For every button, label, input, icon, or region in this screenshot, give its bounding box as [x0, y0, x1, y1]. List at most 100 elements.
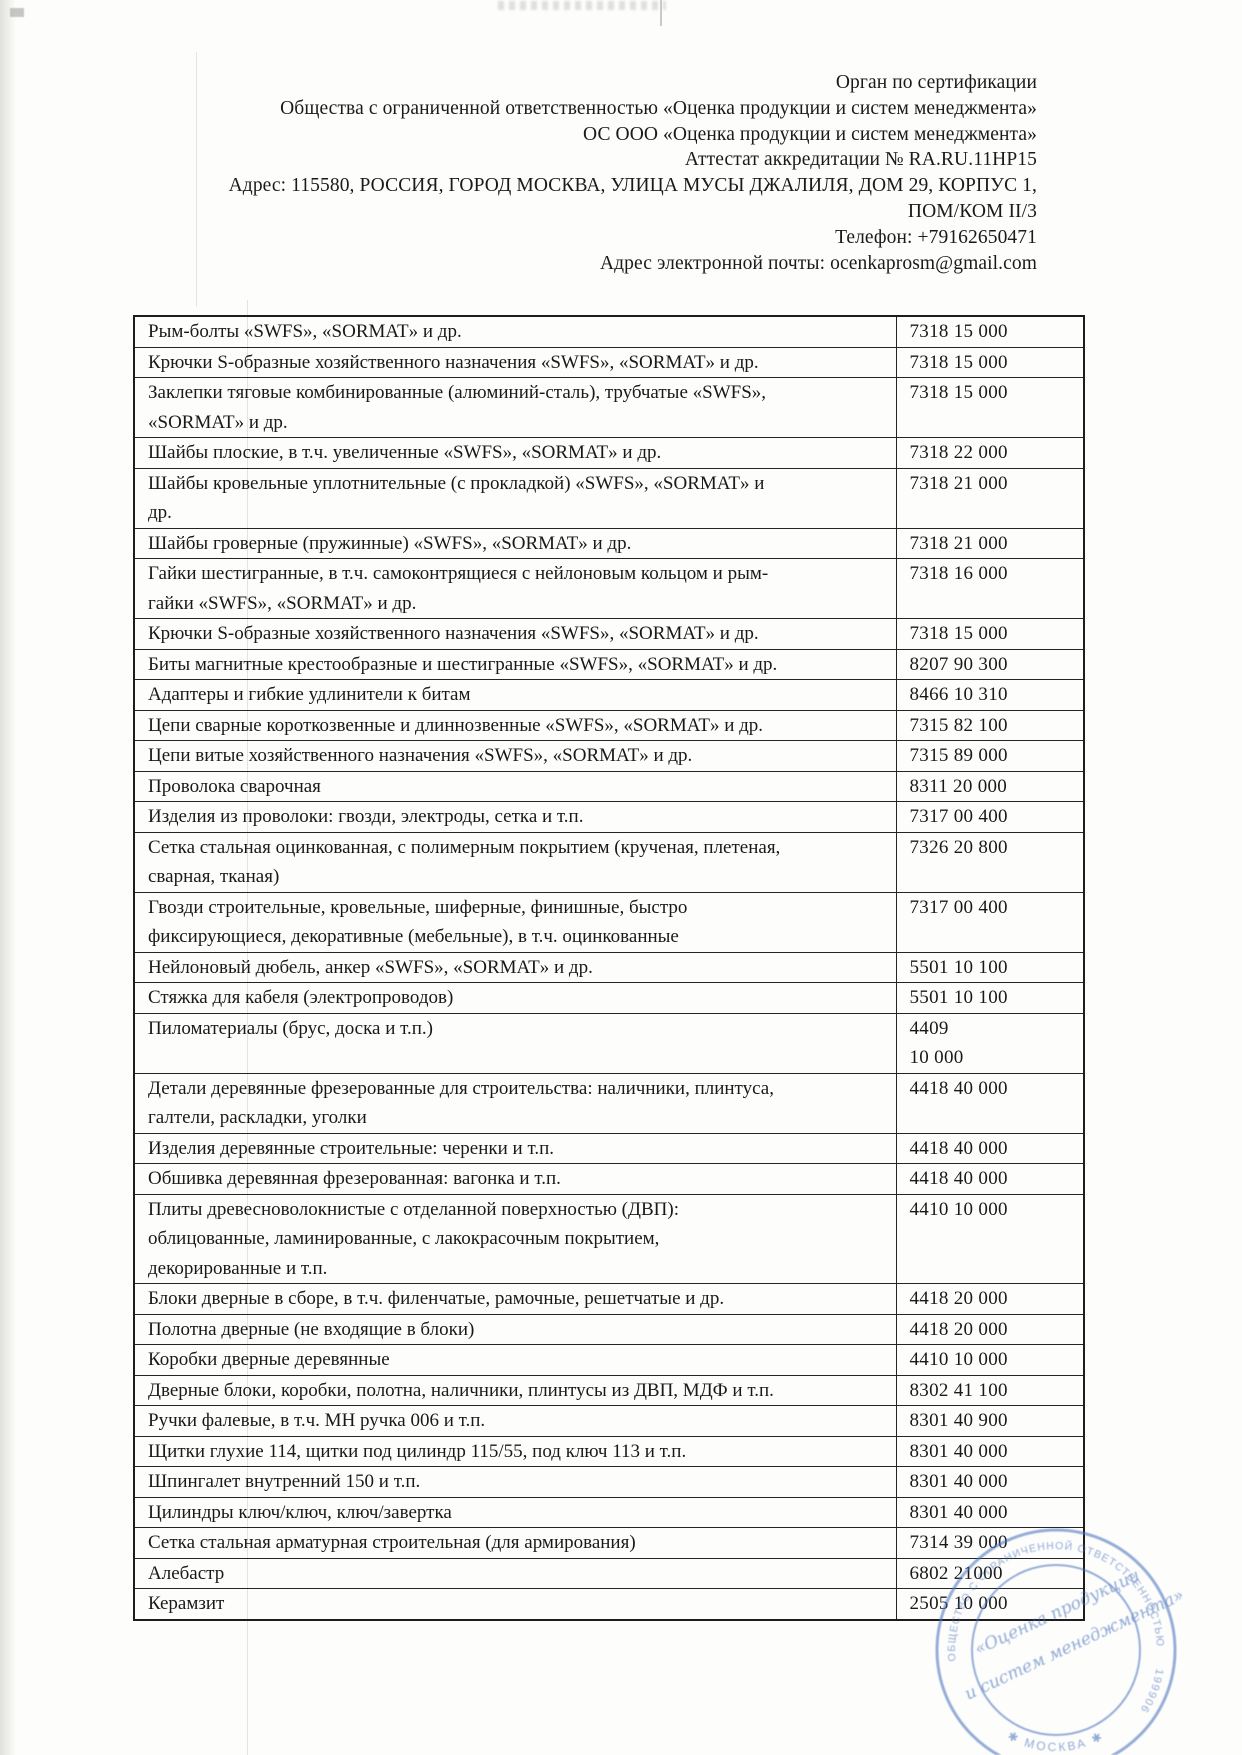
header-line: Адрес электронной почты: ocenkaprosm@gma… — [599, 252, 1037, 274]
table-row: Нейлоновый дюбель, анкер «SWFS», «SORMAT… — [133, 951, 1085, 983]
code-cell: 4410 10 000 — [895, 1193, 1085, 1284]
product-cell: Гвозди строительные, кровельные, шиферны… — [133, 891, 897, 953]
table-row: Цепи витые хозяйственного назначения «SW… — [133, 740, 1085, 772]
product-cell: Цепи витые хозяйственного назначения «SW… — [133, 740, 897, 772]
table-row: Адаптеры и гибкие удлинители к битам 8466… — [133, 679, 1085, 711]
product-cell: Обшивка деревянная фрезерованная: вагонк… — [133, 1163, 897, 1195]
code-cell: 7318 15 000 — [895, 377, 1085, 438]
table-row: Алебастр 6802 21000 — [133, 1557, 1085, 1589]
header-line: Аттестат аккредитации № RA.RU.11НР15 — [684, 149, 1037, 171]
code-cell: 7315 89 000 — [895, 740, 1085, 772]
code-cell: 4418 40 000 — [895, 1163, 1085, 1195]
table-row: Обшивка деревянная фрезерованная: вагонк… — [133, 1163, 1085, 1195]
product-cell: Проволока сварочная — [133, 770, 897, 802]
table-row: Шайбы кровельные уплотнительные (с прокл… — [133, 467, 1085, 529]
product-cell: Сетка стальная арматурная строительная (… — [133, 1527, 897, 1559]
scan-top-artifact — [498, 1, 666, 10]
code-cell: 6802 21000 — [895, 1557, 1085, 1589]
product-cell: Крючки S-образные хозяйственного назначе… — [133, 618, 897, 650]
scan-top-artifact — [660, 0, 662, 26]
stamp-ring-bottom-text: ✱ МОСКВА ✱ — [1006, 1729, 1107, 1755]
table-row: Стяжка для кабеля (электропроводов) 5501 … — [133, 982, 1085, 1014]
table-row: Изделия из проволоки: гвозди, электроды,… — [133, 801, 1085, 833]
code-cell: 4418 20 000 — [895, 1313, 1085, 1345]
product-cell: Гайки шестигранные, в т.ч. самоконтрящие… — [133, 558, 897, 619]
product-cell: Стяжка для кабеля (электропроводов) — [133, 982, 897, 1014]
code-cell: 8466 10 310 — [895, 679, 1085, 711]
table-row: Крючки S-образные хозяйственного назначе… — [133, 618, 1085, 650]
table-row: Плиты древесноволокнистые с отделанной п… — [133, 1193, 1085, 1284]
table-row: Гвозди строительные, кровельные, шиферны… — [133, 891, 1085, 953]
table-row: Крючки S-образные хозяйственного назначе… — [133, 346, 1085, 378]
product-cell: Детали деревянные фрезерованные для стро… — [133, 1072, 897, 1134]
table-row: Коробки дверные деревянные 4410 10 000 — [133, 1344, 1085, 1376]
products-codes-table: Рым-болты «SWFS», «SORMAT» и др. 7318 15 … — [133, 315, 1085, 1621]
certification-body-header: Орган по сертификации Общества с огранич… — [140, 70, 1037, 276]
table-row: Гайки шестигранные, в т.ч. самоконтрящие… — [133, 558, 1085, 619]
stamp-ring-digits-textpath: 199906 — [1137, 1668, 1164, 1716]
product-cell: Шайбы плоские, в т.ч. увеличенные «SWFS»… — [133, 437, 897, 469]
table-row: Блоки дверные в сборе, в т.ч. филенчатые… — [133, 1283, 1085, 1315]
product-cell: Коробки дверные деревянные — [133, 1344, 897, 1376]
code-cell: 4418 40 000 — [895, 1132, 1085, 1164]
product-cell: Изделия из проволоки: гвозди, электроды,… — [133, 801, 897, 833]
code-cell: 7314 39 000 — [895, 1527, 1085, 1559]
product-cell: Биты магнитные крестообразные и шестигра… — [133, 648, 897, 680]
product-cell: Цепи сварные короткозвенные и длиннозвен… — [133, 709, 897, 741]
table-row: Детали деревянные фрезерованные для стро… — [133, 1072, 1085, 1134]
table-row: Шайбы плоские, в т.ч. увеличенные «SWFS»… — [133, 437, 1085, 469]
code-cell: 8311 20 000 — [895, 770, 1085, 802]
code-cell: 4410 10 000 — [895, 1344, 1085, 1376]
code-cell: 7318 15 000 — [895, 618, 1085, 650]
product-cell: Изделия деревянные строительные: черенки… — [133, 1132, 897, 1164]
code-cell: 7318 15 000 — [895, 315, 1085, 348]
table-row: Рым-болты «SWFS», «SORMAT» и др. 7318 15 … — [133, 315, 1085, 348]
product-cell: Цилиндры ключ/ключ, ключ/завертка — [133, 1496, 897, 1528]
product-cell: Адаптеры и гибкие удлинители к битам — [133, 679, 897, 711]
stamp-ring-digits: 199906 — [1137, 1668, 1165, 1716]
product-cell: Заклепки тяговые комбинированные (алюмин… — [133, 377, 897, 438]
code-cell: 7317 00 400 — [895, 801, 1085, 833]
code-cell: 5501 10 100 — [895, 982, 1085, 1014]
header-line: Телефон: +79162650471 — [835, 226, 1037, 248]
code-cell: 2505 10 000 — [895, 1588, 1085, 1620]
code-cell: 7318 16 000 — [895, 558, 1085, 619]
product-cell: Сетка стальная оцинкованная, с полимерны… — [133, 831, 897, 893]
table-row: Шайбы гроверные (пружинные) «SWFS», «SOR… — [133, 527, 1085, 559]
header-line: Общества с ограниченной ответственностью… — [280, 97, 1037, 119]
code-cell: 7317 00 400 — [895, 891, 1085, 953]
product-cell: Нейлоновый дюбель, анкер «SWFS», «SORMAT… — [133, 951, 897, 983]
code-cell: 7326 20 800 — [895, 831, 1085, 893]
stamp-ring-bottom-textpath: ✱ МОСКВА ✱ — [1006, 1729, 1104, 1755]
table-row: Проволока сварочная 8311 20 000 — [133, 770, 1085, 802]
table-row: Сетка стальная арматурная строительная (… — [133, 1527, 1085, 1559]
header-line: Адрес: 115580, РОССИЯ, ГОРОД МОСКВА, УЛИ… — [228, 175, 1037, 197]
scan-corner-speck — [10, 8, 24, 17]
code-cell: 7318 21 000 — [895, 527, 1085, 559]
product-cell: Пиломатериалы (брус, доска и т.п.) — [133, 1012, 897, 1074]
product-cell: Шайбы кровельные уплотнительные (с прокл… — [133, 467, 897, 529]
product-cell: Ручки фалевые, в т.ч. МН ручка 006 и т.п… — [133, 1405, 897, 1437]
table-row: Дверные блоки, коробки, полотна, налични… — [133, 1374, 1085, 1406]
code-cell: 7318 21 000 — [895, 467, 1085, 529]
product-cell: Алебастр — [133, 1557, 897, 1589]
code-cell: 7318 22 000 — [895, 437, 1085, 469]
table-row: Шпингалет внутренний 150 и т.п. 8301 40 0… — [133, 1466, 1085, 1498]
product-cell: Полотна дверные (не входящие в блоки) — [133, 1313, 897, 1345]
table-row: Керамзит 2505 10 000 — [133, 1588, 1085, 1620]
code-cell: 4418 40 000 — [895, 1072, 1085, 1134]
scan-edge-shadow — [0, 0, 16, 1755]
product-cell: Блоки дверные в сборе, в т.ч. филенчатые… — [133, 1283, 897, 1315]
table-row: Пиломатериалы (брус, доска и т.п.) 4409 1… — [133, 1012, 1085, 1074]
table-row: Цилиндры ключ/ключ, ключ/завертка 8301 40… — [133, 1496, 1085, 1528]
table-row: Цепи сварные короткозвенные и длиннозвен… — [133, 709, 1085, 741]
code-cell: 8207 90 300 — [895, 648, 1085, 680]
header-line: ОС ООО «Оценка продукции и систем менедж… — [583, 123, 1037, 145]
product-cell: Щитки глухие 114, щитки под цилиндр 115/… — [133, 1435, 897, 1467]
product-cell: Рым-болты «SWFS», «SORMAT» и др. — [133, 315, 897, 348]
header-line: Орган по сертификации — [835, 72, 1037, 93]
product-cell: Плиты древесноволокнистые с отделанной п… — [133, 1193, 897, 1284]
table-row: Полотна дверные (не входящие в блоки) 441… — [133, 1313, 1085, 1345]
product-cell: Дверные блоки, коробки, полотна, налични… — [133, 1374, 897, 1406]
